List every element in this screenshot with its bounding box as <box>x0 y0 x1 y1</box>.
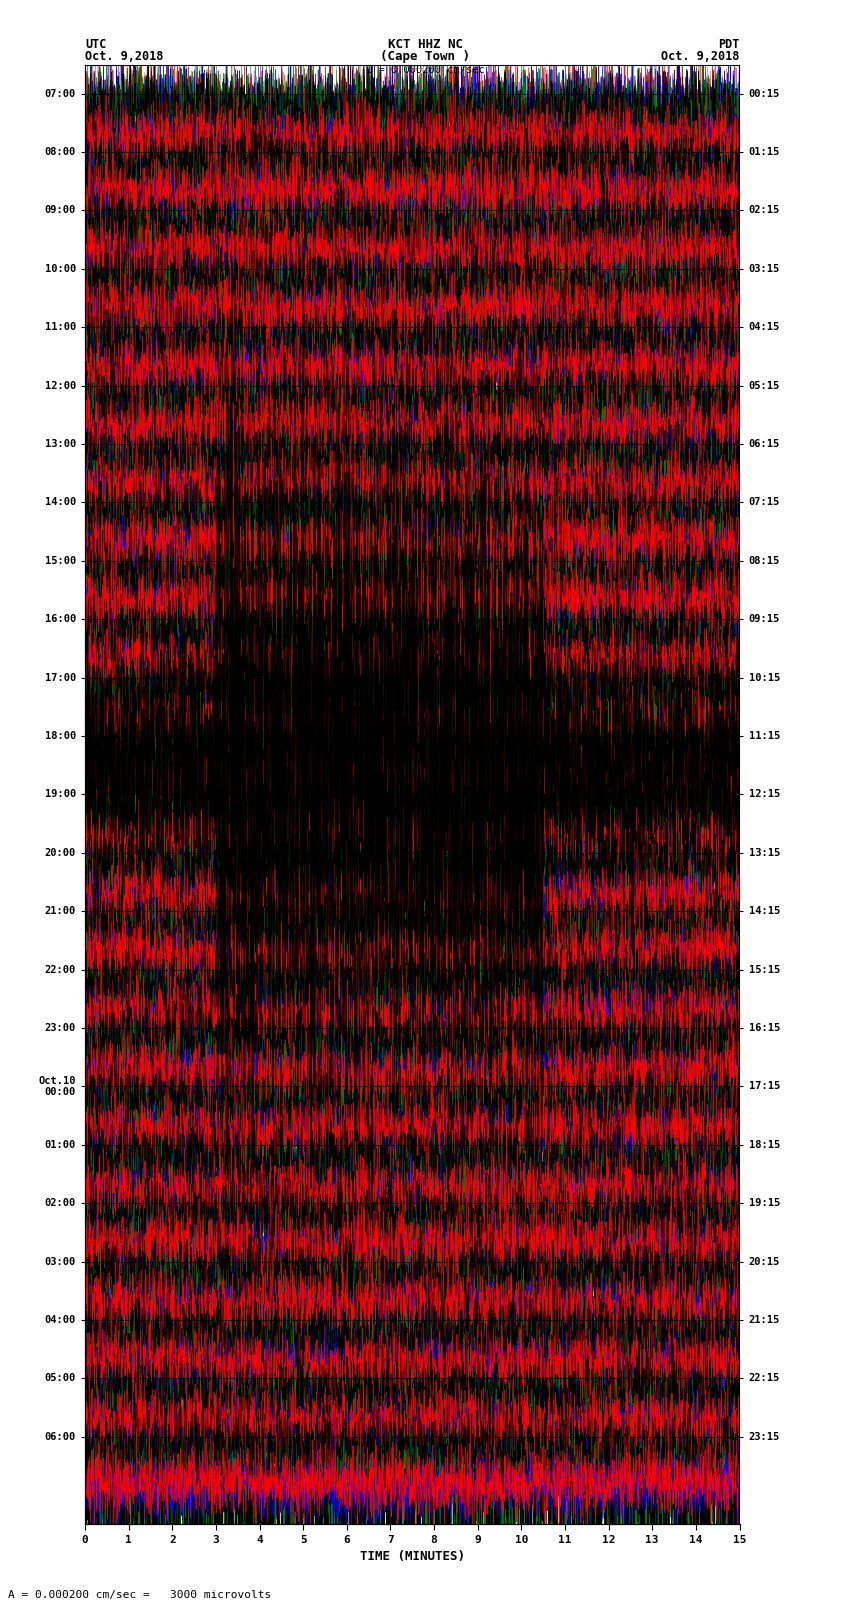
Text: PDT: PDT <box>718 37 740 50</box>
Text: Oct. 9,2018: Oct. 9,2018 <box>85 50 163 63</box>
Text: I = 0.000200 cm/sec: I = 0.000200 cm/sec <box>366 65 484 76</box>
Text: UTC: UTC <box>85 37 106 50</box>
X-axis label: TIME (MINUTES): TIME (MINUTES) <box>360 1550 465 1563</box>
Text: (Cape Town ): (Cape Town ) <box>380 50 470 63</box>
Text: A = 0.000200 cm/sec =   3000 microvolts: A = 0.000200 cm/sec = 3000 microvolts <box>8 1590 272 1600</box>
Text: KCT HHZ NC: KCT HHZ NC <box>388 37 462 50</box>
Text: Oct. 9,2018: Oct. 9,2018 <box>661 50 740 63</box>
